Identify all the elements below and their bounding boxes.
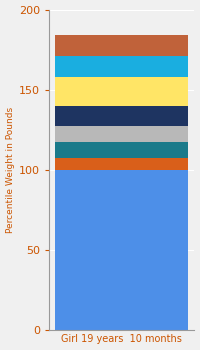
Bar bbox=[55, 77, 188, 106]
Bar bbox=[55, 126, 188, 142]
Bar bbox=[55, 35, 188, 56]
Bar bbox=[55, 56, 188, 77]
Bar bbox=[55, 169, 188, 330]
Bar bbox=[55, 106, 188, 126]
Bar bbox=[55, 142, 188, 158]
Bar bbox=[55, 158, 188, 169]
Y-axis label: Percentile Weight in Pounds: Percentile Weight in Pounds bbox=[6, 106, 15, 233]
